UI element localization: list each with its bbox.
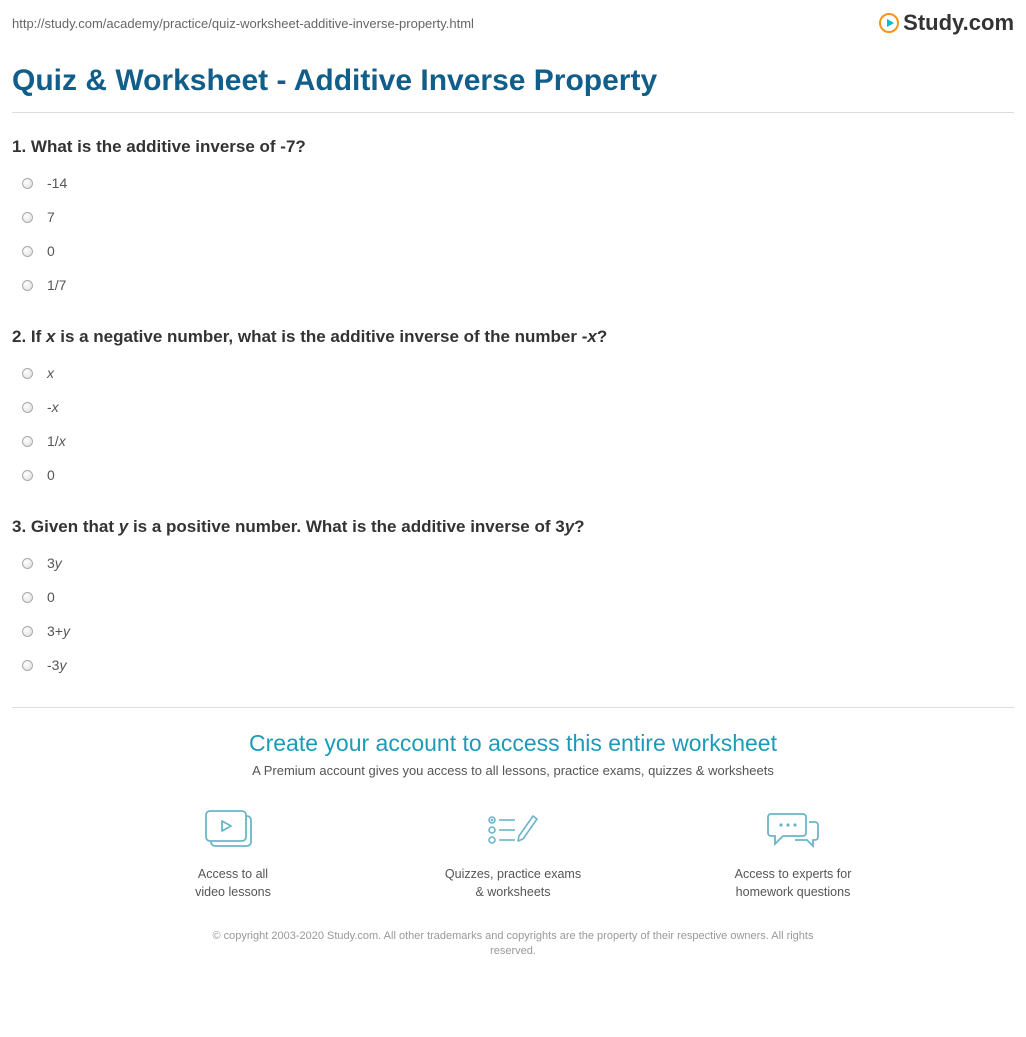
- option-label: -x: [47, 399, 59, 415]
- answer-option[interactable]: 0: [22, 589, 1014, 605]
- answer-option[interactable]: 1/7: [22, 277, 1014, 293]
- option-label: -14: [47, 175, 67, 191]
- benefit-text: Quizzes, practice exams& worksheets: [445, 866, 581, 901]
- cta-heading: Create your account to access this entir…: [12, 730, 1014, 757]
- benefit-item: Access to experts forhomework questions: [708, 810, 878, 901]
- option-label: 3+y: [47, 623, 70, 639]
- question-text: 1. What is the additive inverse of -7?: [12, 137, 1014, 157]
- answer-option[interactable]: 0: [22, 467, 1014, 483]
- radio-icon[interactable]: [22, 178, 33, 189]
- question: 3. Given that y is a positive number. Wh…: [12, 517, 1014, 673]
- radio-icon[interactable]: [22, 558, 33, 569]
- option-label: 0: [47, 243, 55, 259]
- radio-icon[interactable]: [22, 470, 33, 481]
- answer-option[interactable]: 3+y: [22, 623, 1014, 639]
- question-text: 3. Given that y is a positive number. Wh…: [12, 517, 1014, 537]
- cta-subtext: A Premium account gives you access to al…: [12, 763, 1014, 778]
- radio-icon[interactable]: [22, 436, 33, 447]
- option-label: 7: [47, 209, 55, 225]
- video-lessons-icon: [205, 810, 261, 854]
- option-label: x: [47, 365, 54, 381]
- divider: [12, 112, 1014, 113]
- answer-option[interactable]: 7: [22, 209, 1014, 225]
- question-text: 2. If x is a negative number, what is th…: [12, 327, 1014, 347]
- question: 1. What is the additive inverse of -7? -1…: [12, 137, 1014, 293]
- radio-icon[interactable]: [22, 368, 33, 379]
- answer-option[interactable]: -x: [22, 399, 1014, 415]
- page-title: Quiz & Worksheet - Additive Inverse Prop…: [12, 64, 1014, 98]
- brand-name: Study.com: [903, 10, 1014, 36]
- option-label: 0: [47, 589, 55, 605]
- radio-icon[interactable]: [22, 402, 33, 413]
- radio-icon[interactable]: [22, 592, 33, 603]
- benefit-text: Access to experts forhomework questions: [735, 866, 852, 901]
- quiz-icon: [485, 810, 541, 854]
- chat-icon: [765, 810, 821, 854]
- copyright-text: © copyright 2003-2020 Study.com. All oth…: [193, 929, 833, 960]
- divider: [12, 707, 1014, 708]
- answer-option[interactable]: -3y: [22, 657, 1014, 673]
- play-circle-icon: [879, 13, 899, 33]
- brand-logo[interactable]: Study.com: [879, 10, 1014, 36]
- page-url: http://study.com/academy/practice/quiz-w…: [12, 16, 474, 31]
- radio-icon[interactable]: [22, 212, 33, 223]
- radio-icon[interactable]: [22, 280, 33, 291]
- answer-option[interactable]: 3y: [22, 555, 1014, 571]
- option-label: 0: [47, 467, 55, 483]
- option-label: 1/7: [47, 277, 66, 293]
- benefit-item: Access to allvideo lessons: [148, 810, 318, 901]
- benefit-item: Quizzes, practice exams& worksheets: [428, 810, 598, 901]
- answer-option[interactable]: 0: [22, 243, 1014, 259]
- radio-icon[interactable]: [22, 246, 33, 257]
- radio-icon[interactable]: [22, 660, 33, 671]
- answer-option[interactable]: -14: [22, 175, 1014, 191]
- answer-option[interactable]: 1/x: [22, 433, 1014, 449]
- benefit-text: Access to allvideo lessons: [195, 866, 271, 901]
- option-label: 1/x: [47, 433, 66, 449]
- answer-option[interactable]: x: [22, 365, 1014, 381]
- option-label: 3y: [47, 555, 62, 571]
- option-label: -3y: [47, 657, 66, 673]
- question: 2. If x is a negative number, what is th…: [12, 327, 1014, 483]
- radio-icon[interactable]: [22, 626, 33, 637]
